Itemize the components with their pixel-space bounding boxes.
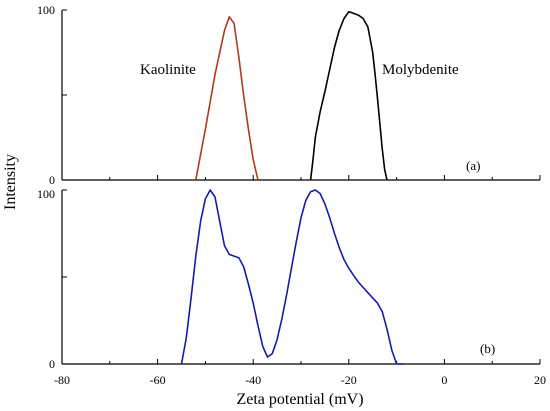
- x-tick-label-5: 20: [534, 373, 546, 387]
- panel-a-series: [195, 10, 388, 181]
- panel-b-ticks: [61, 189, 541, 365]
- panel-a-ticks: [61, 9, 541, 181]
- x-tick-label-2: -40: [245, 373, 261, 387]
- annotation-molybdenite: Molybdenite: [382, 62, 459, 78]
- panel-a-ytick-0: 0: [49, 173, 55, 187]
- x-tick-label-4: 0: [441, 373, 447, 387]
- y-axis-title: Intensity: [2, 154, 19, 210]
- panel-b-ytick-100: 100: [37, 187, 55, 201]
- x-tick-labels: -80 -60 -40 -20 0 20: [54, 373, 546, 387]
- x-axis-title: Zeta potential (mV): [236, 391, 363, 408]
- x-tick-label-0: -80: [54, 373, 70, 387]
- panel-a-series-line-1: [309, 10, 388, 181]
- panel-b-label: (b): [480, 341, 495, 356]
- panel-a: 0 100 Kaolinite Molybdenite (a): [37, 3, 541, 187]
- panel-b-ytick-0: 0: [49, 357, 55, 371]
- panel-a-series-line-0: [195, 16, 259, 181]
- panel-b-series: [180, 189, 404, 365]
- panel-a-ytick-100: 100: [37, 3, 55, 17]
- panel-b: 0 100 (b): [37, 187, 541, 371]
- panel-a-label: (a): [466, 158, 480, 173]
- x-tick-label-3: -20: [341, 373, 357, 387]
- x-tick-label-1: -60: [150, 373, 166, 387]
- annotation-kaolinite: Kaolinite: [140, 62, 196, 78]
- panel-b-series-line-0: [180, 189, 404, 365]
